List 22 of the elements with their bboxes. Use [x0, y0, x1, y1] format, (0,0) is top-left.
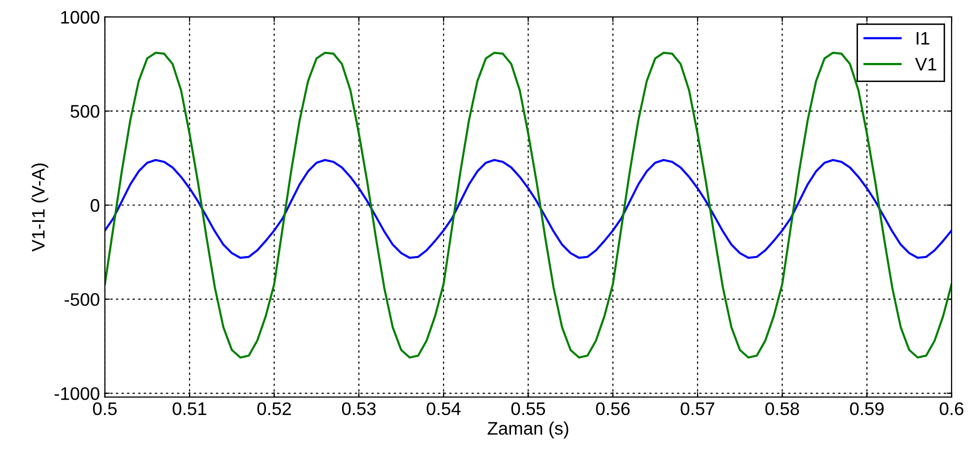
legend-label: V1 — [915, 58, 936, 70]
x-tick-label: 0.51 — [172, 402, 206, 416]
y-tick-label: 0 — [90, 199, 100, 212]
y-tick-label: -1000 — [54, 387, 100, 400]
x-tick-label: 0.5 — [93, 402, 117, 416]
x-tick-label: 0.56 — [596, 402, 630, 416]
y-tick-label: 500 — [70, 104, 100, 118]
x-tick-label: 0.57 — [680, 402, 714, 416]
x-tick-label: 0.59 — [850, 402, 884, 416]
x-tick-label: 0.6 — [940, 402, 964, 416]
legend-label: I1 — [916, 32, 930, 45]
x-tick-label: 0.55 — [511, 402, 546, 416]
x-tick-label: 0.58 — [765, 402, 800, 416]
line-series — [104, 52, 952, 359]
y-tick-label: 1000 — [61, 10, 100, 24]
y-tick-label: -500 — [64, 293, 100, 306]
line-series — [104, 158, 952, 259]
x-tick-label: 0.53 — [342, 402, 376, 416]
x-tick-label: 0.52 — [257, 402, 291, 416]
x-tick-label: 0.54 — [426, 402, 461, 416]
y-axis-title: V1-I1 (V-A) — [31, 163, 48, 252]
x-axis-title: Zaman (s) — [488, 422, 568, 438]
